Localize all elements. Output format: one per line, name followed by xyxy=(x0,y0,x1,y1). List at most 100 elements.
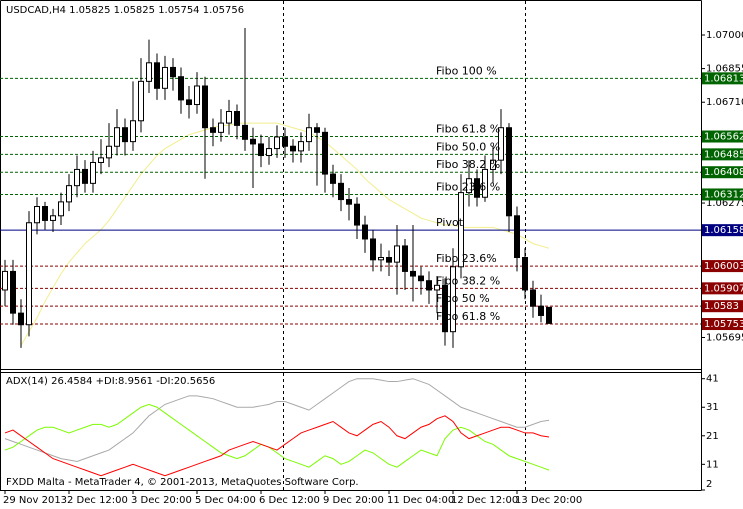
x-tick-label: 5 Dec 04:00 xyxy=(195,495,256,506)
candle-body xyxy=(162,66,168,89)
level-label: Pivot xyxy=(436,216,464,229)
candle-body xyxy=(322,131,328,175)
indicator-line xyxy=(4,415,550,477)
x-tick-label: 3 Dec 20:00 xyxy=(131,495,192,506)
candle-body xyxy=(450,266,456,333)
y-tick-label: 41 xyxy=(706,374,719,385)
candle-body xyxy=(202,85,208,129)
candle-body xyxy=(298,141,304,152)
candle-body xyxy=(410,270,416,277)
candle-body xyxy=(26,222,32,326)
level-label: Fibo 38.2 % xyxy=(436,158,500,171)
candle-body xyxy=(178,76,184,101)
candle-body xyxy=(466,178,472,194)
y-tick-label: 2 xyxy=(706,479,712,490)
candle-body xyxy=(34,206,40,224)
candle-body xyxy=(386,257,392,263)
level-price-label: 1.06485 xyxy=(704,149,743,160)
indicator-line xyxy=(4,378,550,462)
candle-body xyxy=(2,270,8,291)
level-price-label: 1.06158 xyxy=(704,225,743,236)
level-label: Fibo 50 % xyxy=(436,292,490,305)
candle-body xyxy=(218,122,224,133)
candle-body xyxy=(114,127,120,147)
level-label: Fibo 23.6% xyxy=(436,252,497,265)
candle-body xyxy=(146,62,152,82)
candle-body xyxy=(490,159,496,170)
y-tick-label: 21 xyxy=(706,431,719,442)
level-price-box xyxy=(702,148,743,161)
candle-body xyxy=(274,136,280,150)
level-price-label: 1.06562 xyxy=(704,132,743,143)
y-tick-label: 31 xyxy=(706,402,719,413)
footer: FXDD Malta - MetaTrader 4, © 2001-2013, … xyxy=(6,477,359,488)
candle-body xyxy=(106,145,112,159)
candle-body xyxy=(226,110,232,124)
candle-body xyxy=(442,284,448,333)
candle-body xyxy=(290,145,296,152)
candle-body xyxy=(154,62,160,89)
candle-body xyxy=(186,99,192,106)
candle-body xyxy=(18,312,24,326)
y-tick-label: 1.06710 xyxy=(706,97,743,108)
candle-body xyxy=(370,238,376,261)
level-price-label: 1.06312 xyxy=(704,189,743,200)
chart-title: USDCAD,H4 1.05825 1.05825 1.05754 1.0575… xyxy=(6,5,244,16)
candle-body xyxy=(58,201,64,217)
indicator-title: ADX(14) 26.4584 +DI:8.9561 -DI:20.5656 xyxy=(6,376,215,387)
x-tick-label: 29 Nov 2013 xyxy=(3,495,67,506)
level-price-box xyxy=(702,260,743,273)
candle-body xyxy=(434,284,440,291)
y-tick-label: 1.07000 xyxy=(706,30,743,41)
candle-body xyxy=(506,127,512,217)
candle-body xyxy=(458,192,464,268)
candle-body xyxy=(394,245,400,263)
candle-body xyxy=(330,173,336,184)
candle-body xyxy=(522,257,528,291)
level-label: Fibo 23.6 % xyxy=(436,180,500,193)
candle-body xyxy=(514,215,520,259)
level-label: Fibo 61.8 % xyxy=(436,310,500,323)
candle-body xyxy=(482,168,488,198)
level-label: Fibo 50.0 % xyxy=(436,140,500,153)
candle-body xyxy=(98,157,104,163)
level-price-box xyxy=(702,282,743,295)
level-price-label: 1.06813 xyxy=(704,73,743,84)
x-tick-label: 2 Dec 12:00 xyxy=(67,495,128,506)
candle-body xyxy=(234,110,240,126)
level-price-box xyxy=(702,130,743,143)
level-price-label: 1.06003 xyxy=(704,261,743,272)
candle-body xyxy=(338,182,344,201)
candle-body xyxy=(546,306,552,324)
level-price-box xyxy=(702,318,743,331)
candle-body xyxy=(474,178,480,198)
candle-body xyxy=(354,203,360,226)
indicator-line xyxy=(4,403,550,471)
candle-body xyxy=(362,224,368,240)
level-price-label: 1.05907 xyxy=(704,283,743,294)
candle-body xyxy=(418,275,424,282)
x-tick-label: 6 Dec 12:00 xyxy=(259,495,320,506)
candle-body xyxy=(498,127,504,161)
candle-body xyxy=(258,143,264,157)
candle-body xyxy=(122,127,128,143)
candle-body xyxy=(306,127,312,143)
candle-body xyxy=(210,127,216,133)
level-label: Fibo 61.8 % xyxy=(436,123,500,136)
candle-body xyxy=(66,185,72,203)
candle-body xyxy=(242,124,248,140)
candle-body xyxy=(90,161,96,184)
candle-body xyxy=(42,206,48,221)
candle-body xyxy=(194,85,200,106)
level-price-box xyxy=(702,166,743,179)
candle-body xyxy=(170,66,176,78)
candle-body xyxy=(130,120,136,143)
candle-body xyxy=(74,168,80,187)
candle-body xyxy=(10,270,16,314)
level-label: Fibo 38.2 % xyxy=(436,274,500,287)
candle-body xyxy=(138,80,144,122)
y-tick-label: 1.05695 xyxy=(706,332,743,343)
level-price-box xyxy=(702,188,743,201)
